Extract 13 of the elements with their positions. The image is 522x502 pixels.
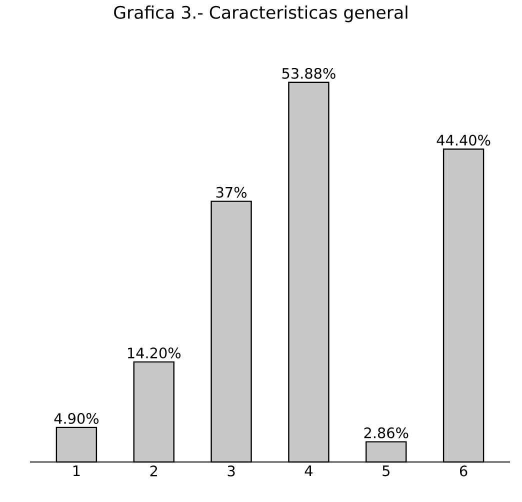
data-label: 44.40% xyxy=(436,134,490,146)
x-tick-label: 3 xyxy=(228,466,235,476)
data-label: 53.88% xyxy=(282,68,336,79)
data-label: 2.86% xyxy=(364,427,408,438)
x-tick-label: 5 xyxy=(382,466,390,476)
data-label: 14.20% xyxy=(128,348,181,358)
data-label: 37% xyxy=(216,186,246,198)
x-tick-label: 6 xyxy=(460,466,468,476)
x-tick-label: 1 xyxy=(73,466,80,476)
chart-title: Grafica 3.- Caracteristicas general xyxy=(114,6,408,22)
data-label: 4.90% xyxy=(54,413,99,424)
x-tick-label: 2 xyxy=(150,466,158,476)
x-tick-label: 4 xyxy=(304,466,312,476)
